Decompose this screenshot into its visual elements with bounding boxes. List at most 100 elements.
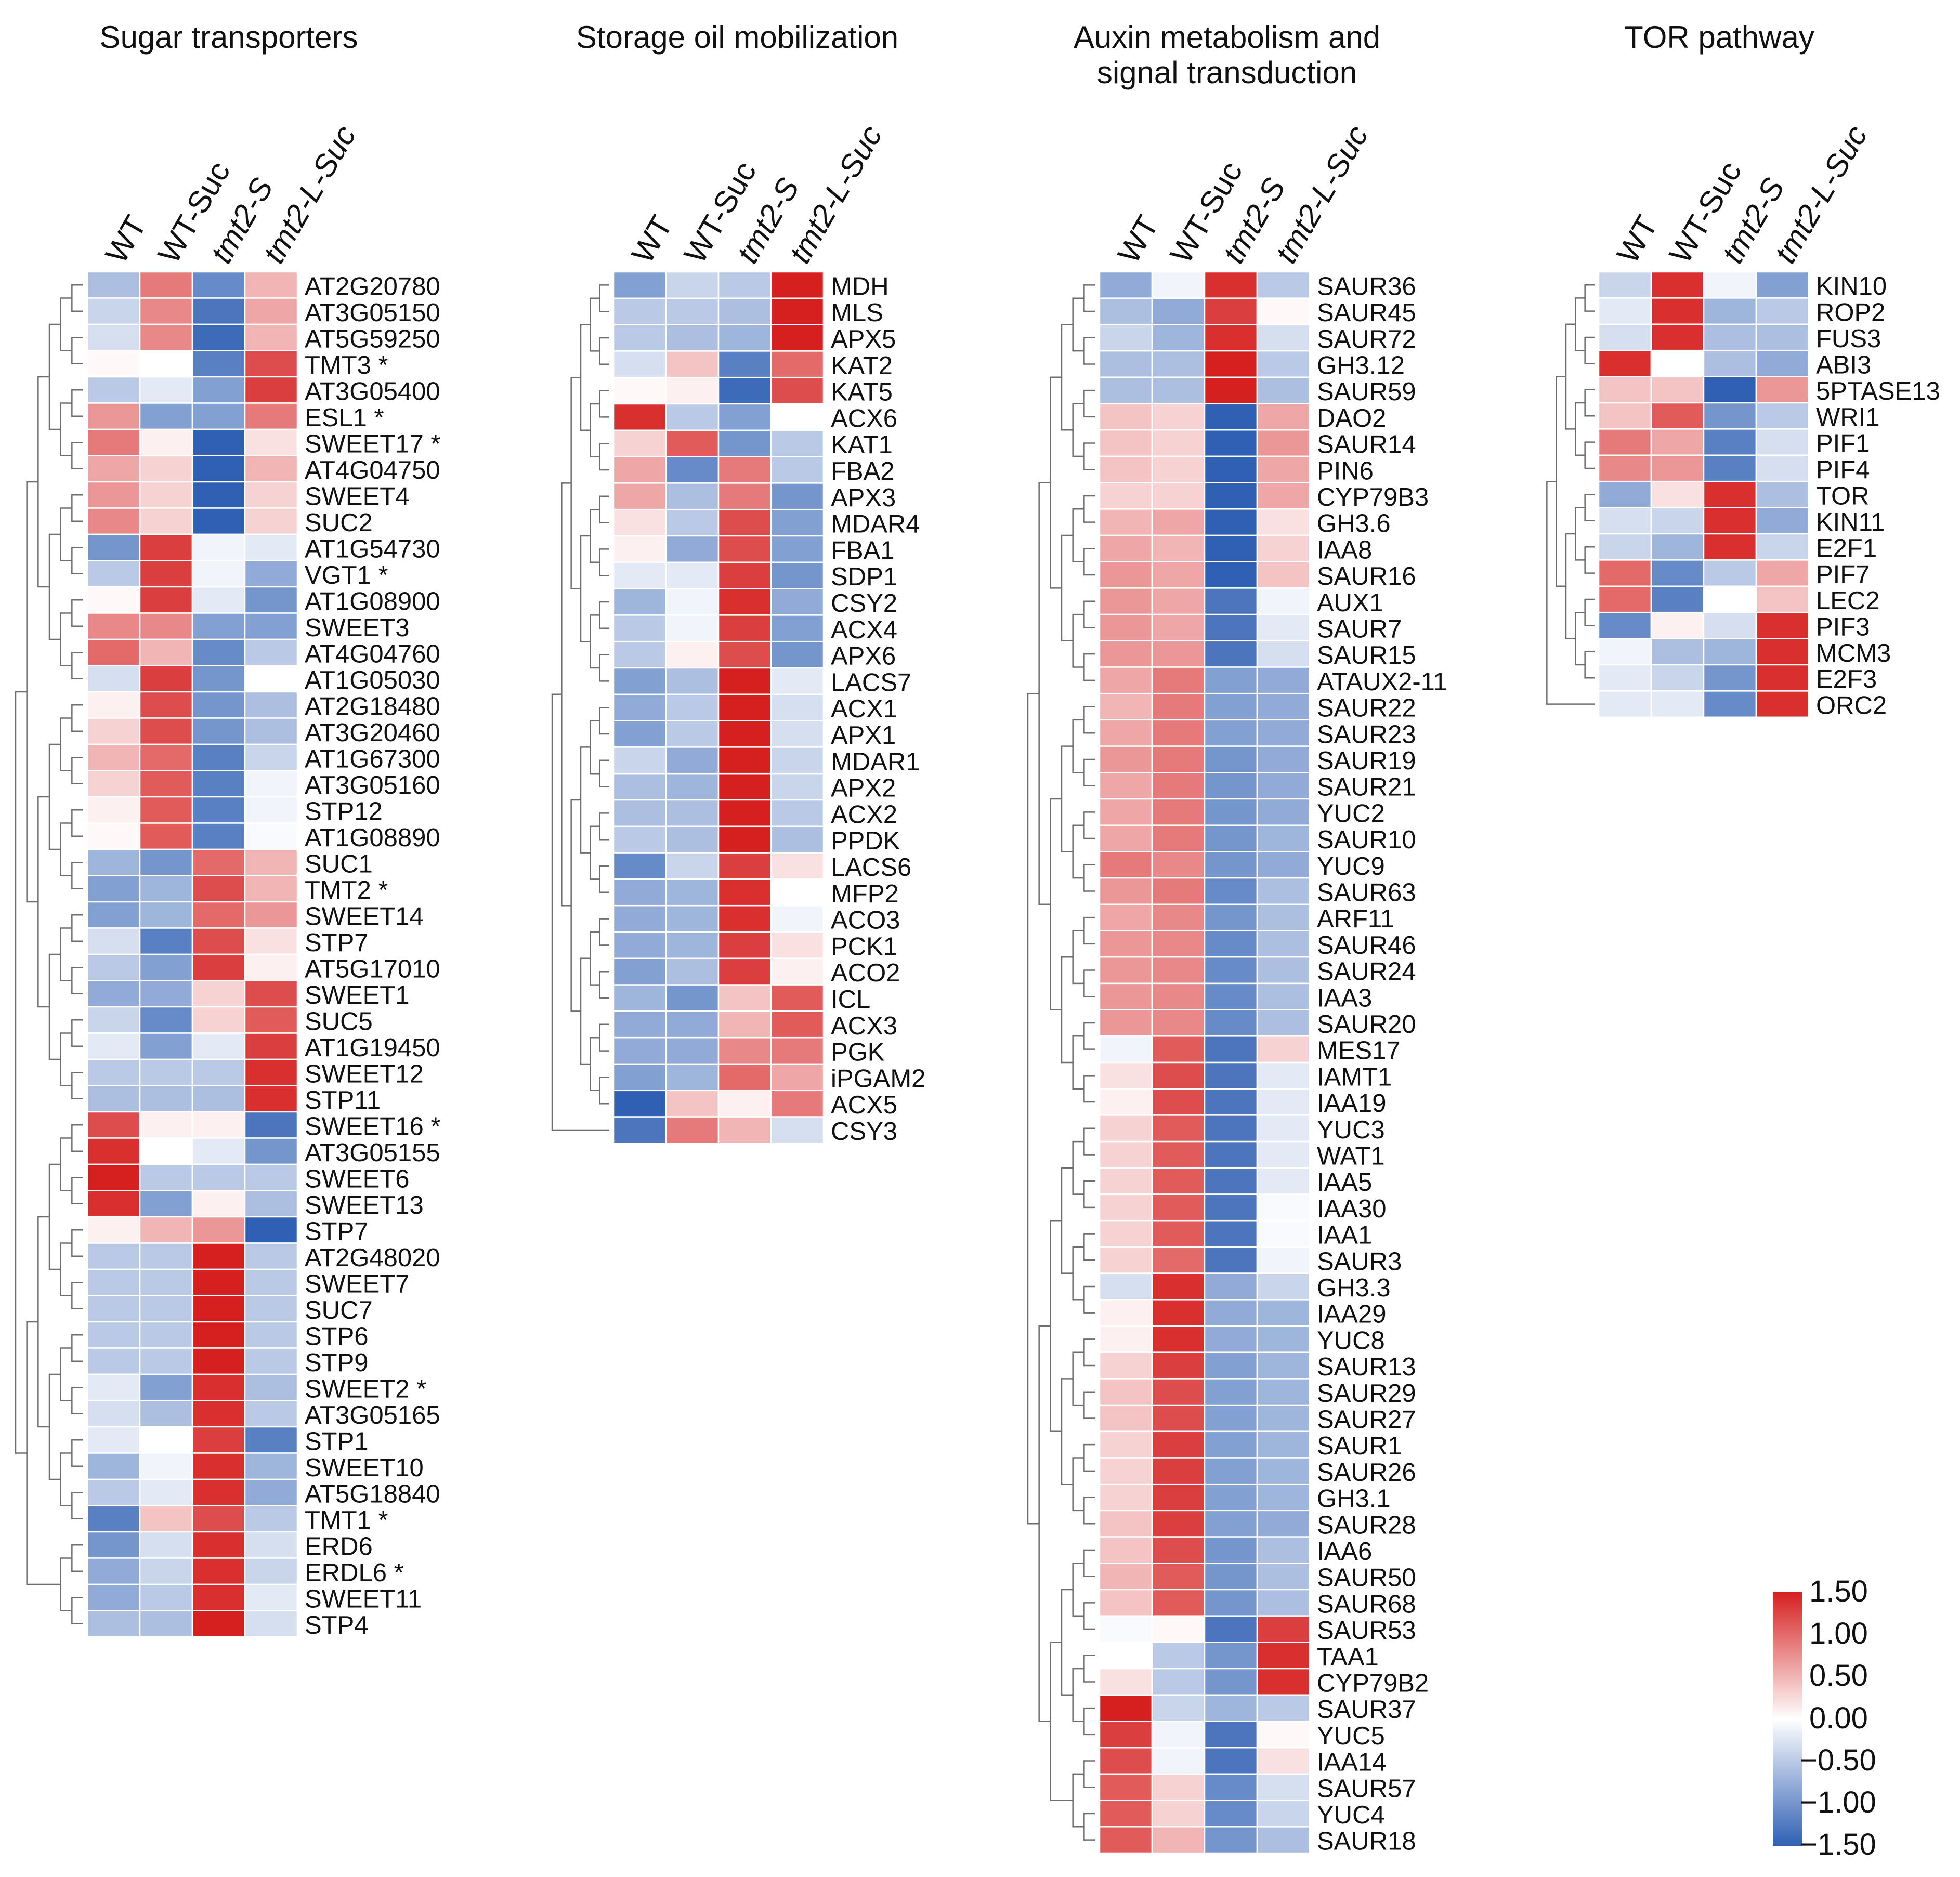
heatmap-cell [244,481,298,509]
dendrogram-branch [1584,284,1595,312]
heatmap-cell [1151,1668,1206,1696]
row-label: ACX4 [831,616,897,644]
row-label: YUC4 [1317,1801,1385,1829]
row-label: PIN6 [1317,457,1374,485]
row-label: STP7 [305,1217,369,1245]
row-label: SWEET2 * [305,1375,426,1403]
heatmap-cell [1151,297,1206,325]
heatmap-cell [1099,1140,1153,1169]
heatmap-cell [717,324,772,352]
heatmap-cell [1256,1668,1311,1696]
heatmap-cell [1598,271,1652,299]
row-label: SAUR15 [1317,641,1416,670]
heatmap-cell [244,1531,298,1559]
heatmap-cell [191,770,246,798]
heatmap-cell [191,428,246,456]
heatmap-cell [244,533,298,561]
row-label: SWEET1 [305,981,409,1009]
row-label: PPDK [831,827,900,855]
heatmap-cell [770,904,825,933]
row-label: SAUR46 [1317,931,1416,960]
row-label: AT3G20460 [305,719,440,747]
heatmap-cell [1755,533,1810,561]
heatmap-cell [1204,1826,1258,1854]
heatmap-cell [1256,1483,1311,1512]
row-label: YUC9 [1317,852,1385,881]
row-label: AT4G04760 [305,640,440,668]
heatmap-cell [1099,1563,1153,1591]
row-label: STP6 [305,1322,369,1350]
heatmap-cell [1151,1088,1206,1116]
heatmap-cell [1204,1167,1258,1195]
heatmap-cell [717,429,772,457]
heatmap-cell [191,1058,246,1086]
heatmap-cell [770,403,825,431]
heatmap-cell [1099,877,1153,905]
row-label: SAUR36 [1317,272,1416,300]
heatmap-cell [717,772,772,801]
heatmap-cell [191,1426,246,1454]
heatmap-cell [1099,1536,1153,1564]
heatmap-cell [1256,982,1311,1010]
heatmap-cell [612,931,667,960]
heatmap-cell [1256,640,1311,668]
row-label: IAA8 [1317,536,1372,564]
heatmap-cell [139,1478,193,1506]
dendrogram-branch [1027,692,1039,1525]
heatmap-cell [612,324,667,352]
heatmap-cell [1598,507,1652,535]
heatmap-cell [191,743,246,771]
heatmap-cell [191,1400,246,1428]
heatmap-cell [1650,323,1705,351]
heatmap-cell [86,1190,141,1218]
heatmap-cell [1099,1457,1153,1485]
dendrogram-branch [1083,442,1095,470]
heatmap-cell [1099,1694,1153,1722]
heatmap-cell [139,1058,193,1086]
heatmap-cell [1204,666,1258,694]
heatmap-cell [612,482,667,510]
heatmap-cell [1151,1114,1206,1143]
heatmap-cell [1099,1430,1153,1459]
heatmap-cell [1151,1694,1206,1722]
heatmap-cell [1256,1747,1311,1775]
dendrogram-branch [48,1373,61,1480]
row-label: APX6 [831,642,896,671]
heatmap-cell [665,403,720,431]
heatmap-cell [612,1036,667,1065]
heatmap-cell [1703,585,1757,613]
heatmap-cell [612,852,667,880]
heatmap-cell [1151,719,1206,747]
row-label: LACS7 [831,668,911,697]
heatmap-cell [139,455,193,483]
heatmap-cell [1650,454,1705,482]
heatmap-cell [1099,297,1153,325]
heatmap-cell [1099,1061,1153,1090]
dendrogram-branch [1061,1167,1073,1274]
heatmap-cell [1151,903,1206,931]
heatmap-cell [191,1452,246,1480]
row-label: AT2G48020 [305,1244,440,1272]
heatmap-cell [770,588,825,616]
dendrogram-branch [71,442,83,469]
heatmap-cell [1256,1114,1311,1143]
heatmap-cell [665,720,720,748]
heatmap-cell [244,770,298,798]
row-label: YUC5 [1317,1722,1385,1750]
heatmap-cell [1204,1009,1258,1037]
heatmap-cell [244,586,298,614]
heatmap-cell [1256,930,1311,958]
dendrogram-branch [60,1347,72,1401]
heatmap-cell [139,481,193,509]
dendrogram-branch [60,612,72,666]
dendrogram-branch [60,822,72,876]
heatmap-cell [1151,1457,1206,1485]
heatmap-cell [717,984,772,1012]
heatmap-cell [1099,1325,1153,1353]
heatmap-cell [770,324,825,352]
row-label: SWEET13 [305,1191,424,1219]
heatmap-cell [139,1216,193,1244]
row-label: MLS [831,299,883,327]
heatmap-cell [1151,877,1206,905]
heatmap-cell [1099,1219,1153,1248]
